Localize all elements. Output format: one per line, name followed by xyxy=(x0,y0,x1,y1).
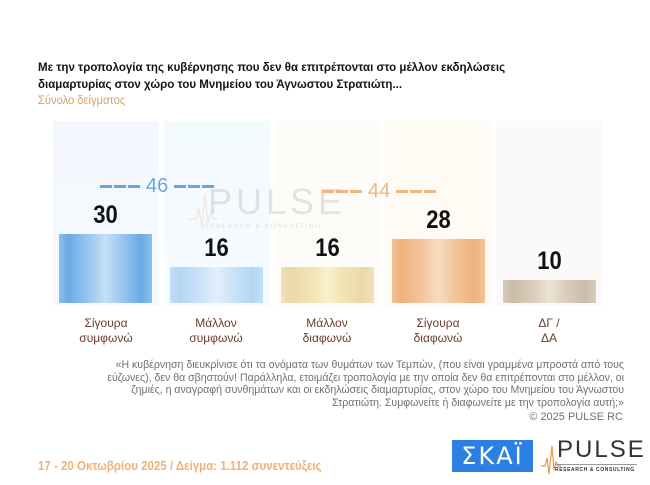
net-disagree-annotation: 44 xyxy=(322,179,437,202)
skai-logo: ΣΚΑΪ xyxy=(452,440,533,472)
category-label: ΔΓ / ΔΑ xyxy=(538,316,560,345)
net-disagree-value: 44 xyxy=(368,179,391,202)
pulse-watermark: PULSE RESEARCH & CONSULTING xyxy=(188,181,342,233)
bar-value: 30 xyxy=(93,201,118,229)
logo-divider xyxy=(555,464,637,465)
bar-dg-da xyxy=(503,280,596,303)
survey-info: 17 - 20 Οκτωβρίου 2025 / Δείγμα: 1.112 σ… xyxy=(38,459,322,473)
bar-mallon-symfono xyxy=(170,267,263,303)
bar-sigoura-symfono xyxy=(59,234,152,303)
category-label: Σίγουρα διαφωνώ xyxy=(413,316,463,345)
net-agree-annotation: 46 xyxy=(100,174,215,197)
net-dash-right xyxy=(396,189,437,193)
chart-title: Με την τροπολογία της κυβέρνησης που δεν… xyxy=(38,60,506,91)
net-dash-left xyxy=(322,189,362,193)
category-label: Μάλλον διαφωνώ xyxy=(302,316,352,345)
net-dash-left xyxy=(100,184,140,188)
net-dash-right xyxy=(174,184,215,188)
heartbeat-icon xyxy=(188,192,218,230)
chart-subtitle: Σύνολο δείγματος xyxy=(38,93,126,107)
category-label: Μάλλον συμφωνώ xyxy=(189,316,243,345)
bar-value: 16 xyxy=(204,234,229,262)
bar-sigoura-diafono xyxy=(392,239,485,303)
survey-question-text: «Η κυβέρνηση διευκρίνισε ότι τα ονόματα … xyxy=(107,359,625,409)
net-agree-value: 46 xyxy=(146,174,169,197)
pulse-logo: PULSE RESEARCH & CONSULTING xyxy=(541,436,644,476)
bar-value: 28 xyxy=(426,206,451,234)
bar-value: 16 xyxy=(315,234,340,262)
bar-mallon-diafono xyxy=(281,267,374,303)
bar-panel-5 xyxy=(496,121,602,306)
bar-value: 10 xyxy=(537,247,562,275)
copyright-notice: © 2025 PULSE RC xyxy=(529,411,623,423)
category-label: Σίγουρα συμφωνώ xyxy=(79,316,133,345)
